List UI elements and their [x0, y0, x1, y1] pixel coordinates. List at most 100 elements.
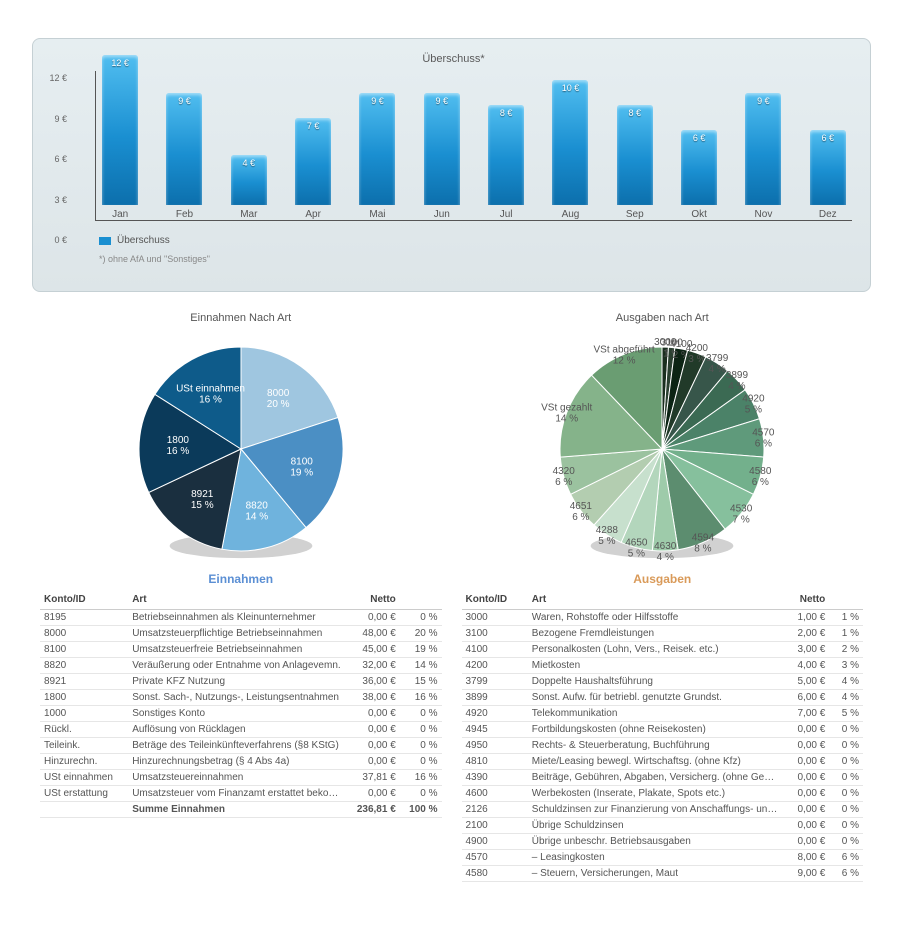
table-cell: 14 % — [400, 658, 442, 674]
table-row[interactable]: USt erstattungUmsatzsteuer vom Finanzamt… — [40, 786, 442, 802]
table-cell: 4100 — [462, 642, 528, 658]
table-cell: 0 % — [400, 610, 442, 626]
table-cell: 4200 — [462, 658, 528, 674]
table-row[interactable]: Hinzurechn.Hinzurechnungsbetrag (§ 4 Abs… — [40, 754, 442, 770]
bar-value-label: 8 € — [488, 108, 524, 118]
bar[interactable]: 8 € — [488, 105, 524, 205]
bar[interactable]: 9 € — [166, 93, 202, 206]
table-row[interactable]: 4390Beiträge, Gebühren, Abgaben, Versich… — [462, 770, 864, 786]
pie-ausgaben-wrap: 30001 %31001 %41002 %42003 %37994 %38994… — [532, 334, 792, 564]
table-ausgaben: Konto/IDArtNetto 3000Waren, Rohstoffe od… — [462, 590, 864, 882]
table-einnahmen: Konto/IDArtNetto 8195Betriebseinnahmen a… — [40, 590, 442, 818]
bar[interactable]: 9 € — [359, 93, 395, 206]
bar-value-label: 6 € — [810, 133, 846, 143]
table-row[interactable]: 8195Betriebseinnahmen als Kleinunternehm… — [40, 610, 442, 626]
y-tick: 3 € — [33, 195, 67, 205]
table-cell: Übrige unbeschr. Betriebsausgaben — [528, 834, 782, 850]
table-row[interactable]: 8820Veräußerung oder Entnahme von Anlage… — [40, 658, 442, 674]
table-cell: Übrige Schuldzinsen — [528, 818, 782, 834]
table-row[interactable]: 4900Übrige unbeschr. Betriebsausgaben0,0… — [462, 834, 864, 850]
table-cell: 0,00 € — [346, 786, 400, 802]
table-cell: 0,00 € — [346, 722, 400, 738]
table-row[interactable]: 1800Sonst. Sach-, Nutzungs-, Leistungsen… — [40, 690, 442, 706]
table-cell: 4390 — [462, 770, 528, 786]
bar-chart: 12 €Jan9 €Feb4 €Mar7 €Apr9 €Mai9 €Jun8 €… — [95, 71, 852, 221]
pie-einnahmen-block: Einnahmen Nach Art 800020 %810019 %88201… — [40, 312, 442, 564]
table-row[interactable]: 4580– Steuern, Versicherungen, Maut9,00 … — [462, 866, 864, 882]
table-cell: USt einnahmen — [40, 770, 128, 786]
table-row[interactable]: 4945Fortbildungskosten (ohne Reisekosten… — [462, 722, 864, 738]
table-cell: Beiträge, Gebühren, Abgaben, Versicherg.… — [528, 770, 782, 786]
table-cell: 0,00 € — [781, 834, 829, 850]
bar-footnote: *) ohne AfA und "Sonstiges" — [99, 254, 852, 264]
table-cell: Mietkosten — [528, 658, 782, 674]
pie-slice-label: 3899 — [726, 370, 749, 381]
bar[interactable]: 9 € — [745, 93, 781, 206]
pie-row: Einnahmen Nach Art 800020 %810019 %88201… — [0, 312, 903, 564]
table-cell: 4950 — [462, 738, 528, 754]
pie-slice-label: VSt abgeführt — [594, 344, 655, 355]
table-row[interactable]: Rückl.Auflösung von Rücklagen0,00 €0 % — [40, 722, 442, 738]
table-row[interactable]: 4100Personalkosten (Lohn, Vers., Reisek.… — [462, 642, 864, 658]
table-cell: 0 % — [400, 786, 442, 802]
table-row[interactable]: 2126Schuldzinsen zur Finanzierung von An… — [462, 802, 864, 818]
pie-slice-label: 3799 — [706, 353, 729, 364]
table-cell: 0,00 € — [346, 610, 400, 626]
table-row[interactable]: 4200Mietkosten4,00 €3 % — [462, 658, 864, 674]
table-cell: Sonst. Sach-, Nutzungs-, Leistungsentnah… — [128, 690, 346, 706]
x-label: Jan — [112, 209, 128, 220]
bar[interactable]: 8 € — [617, 105, 653, 205]
table-row[interactable]: 4810Miete/Leasing bewegl. Wirtschaftsg. … — [462, 754, 864, 770]
table-cell: 0 % — [829, 754, 863, 770]
table-row[interactable]: 4570– Leasingkosten8,00 €6 % — [462, 850, 864, 866]
table-cell: 45,00 € — [346, 642, 400, 658]
table-cell: Betriebseinnahmen als Kleinunternehmer — [128, 610, 346, 626]
table-row[interactable]: 3899Sonst. Aufw. für betriebl. genutzte … — [462, 690, 864, 706]
bar-value-label: 7 € — [295, 121, 331, 131]
bar[interactable]: 10 € — [552, 80, 588, 205]
col-header: Netto — [781, 590, 829, 610]
table-cell: 4 % — [829, 674, 863, 690]
table-row[interactable]: 3799Doppelte Haushaltsführung5,00 €4 % — [462, 674, 864, 690]
pie-slice-label: 4570 — [752, 428, 775, 439]
table-row[interactable]: 4950Rechts- & Steuerberatung, Buchführun… — [462, 738, 864, 754]
table-cell: Umsatzsteuerfreie Betriebseinnahmen — [128, 642, 346, 658]
table-cell: 16 % — [400, 690, 442, 706]
table-cell: Private KFZ Nutzung — [128, 674, 346, 690]
table-cell: 0,00 € — [781, 786, 829, 802]
table-row[interactable]: 3100Bezogene Fremdleistungen2,00 €1 % — [462, 626, 864, 642]
pie-slice-pct: 16 % — [199, 395, 222, 406]
table-cell: 0,00 € — [781, 818, 829, 834]
table-cell: Schuldzinsen zur Finanzierung von Anscha… — [528, 802, 782, 818]
table-row[interactable]: 3000Waren, Rohstoffe oder Hilfsstoffe1,0… — [462, 610, 864, 626]
table-row[interactable]: Teileink.Beträge des Teileinkünfteverfah… — [40, 738, 442, 754]
table-row[interactable]: USt einnahmenUmsatzsteuereinnahmen37,81 … — [40, 770, 442, 786]
table-row[interactable]: 8000Umsatzsteuerpflichtige Betriebseinna… — [40, 626, 442, 642]
table-ausgaben-title: Ausgaben — [462, 572, 864, 586]
table-row[interactable]: 4600Werbekosten (Inserate, Plakate, Spot… — [462, 786, 864, 802]
bar-wrap: 9 €Feb — [162, 93, 206, 221]
pie-slice-pct: 6 % — [752, 477, 769, 488]
table-row[interactable]: 4920Telekommunikation7,00 €5 % — [462, 706, 864, 722]
bar[interactable]: 12 € — [102, 55, 138, 205]
y-tick: 0 € — [33, 235, 67, 245]
table-cell: Hinzurechnungsbetrag (§ 4 Abs 4a) — [128, 754, 346, 770]
table-cell: 0,00 € — [346, 754, 400, 770]
bar[interactable]: 4 € — [231, 155, 267, 205]
table-row[interactable]: 8100Umsatzsteuerfreie Betriebseinnahmen4… — [40, 642, 442, 658]
bar[interactable]: 7 € — [295, 118, 331, 206]
bar[interactable]: 9 € — [424, 93, 460, 206]
bar[interactable]: 6 € — [681, 130, 717, 205]
table-row[interactable]: 2100Übrige Schuldzinsen0,00 €0 % — [462, 818, 864, 834]
bar[interactable]: 6 € — [810, 130, 846, 205]
x-label: Sep — [626, 209, 644, 220]
pie-slice-pct: 8 % — [695, 543, 712, 554]
table-row[interactable]: 1000Sonstiges Konto0,00 €0 % — [40, 706, 442, 722]
table-cell: Sonst. Aufw. für betriebl. genutzte Grun… — [528, 690, 782, 706]
table-cell: 0,00 € — [781, 802, 829, 818]
bar-wrap: 6 €Okt — [677, 130, 721, 220]
table-cell: 0,00 € — [781, 770, 829, 786]
table-cell: 8100 — [40, 642, 128, 658]
table-row[interactable]: 8921Private KFZ Nutzung36,00 €15 % — [40, 674, 442, 690]
x-label: Nov — [755, 209, 773, 220]
